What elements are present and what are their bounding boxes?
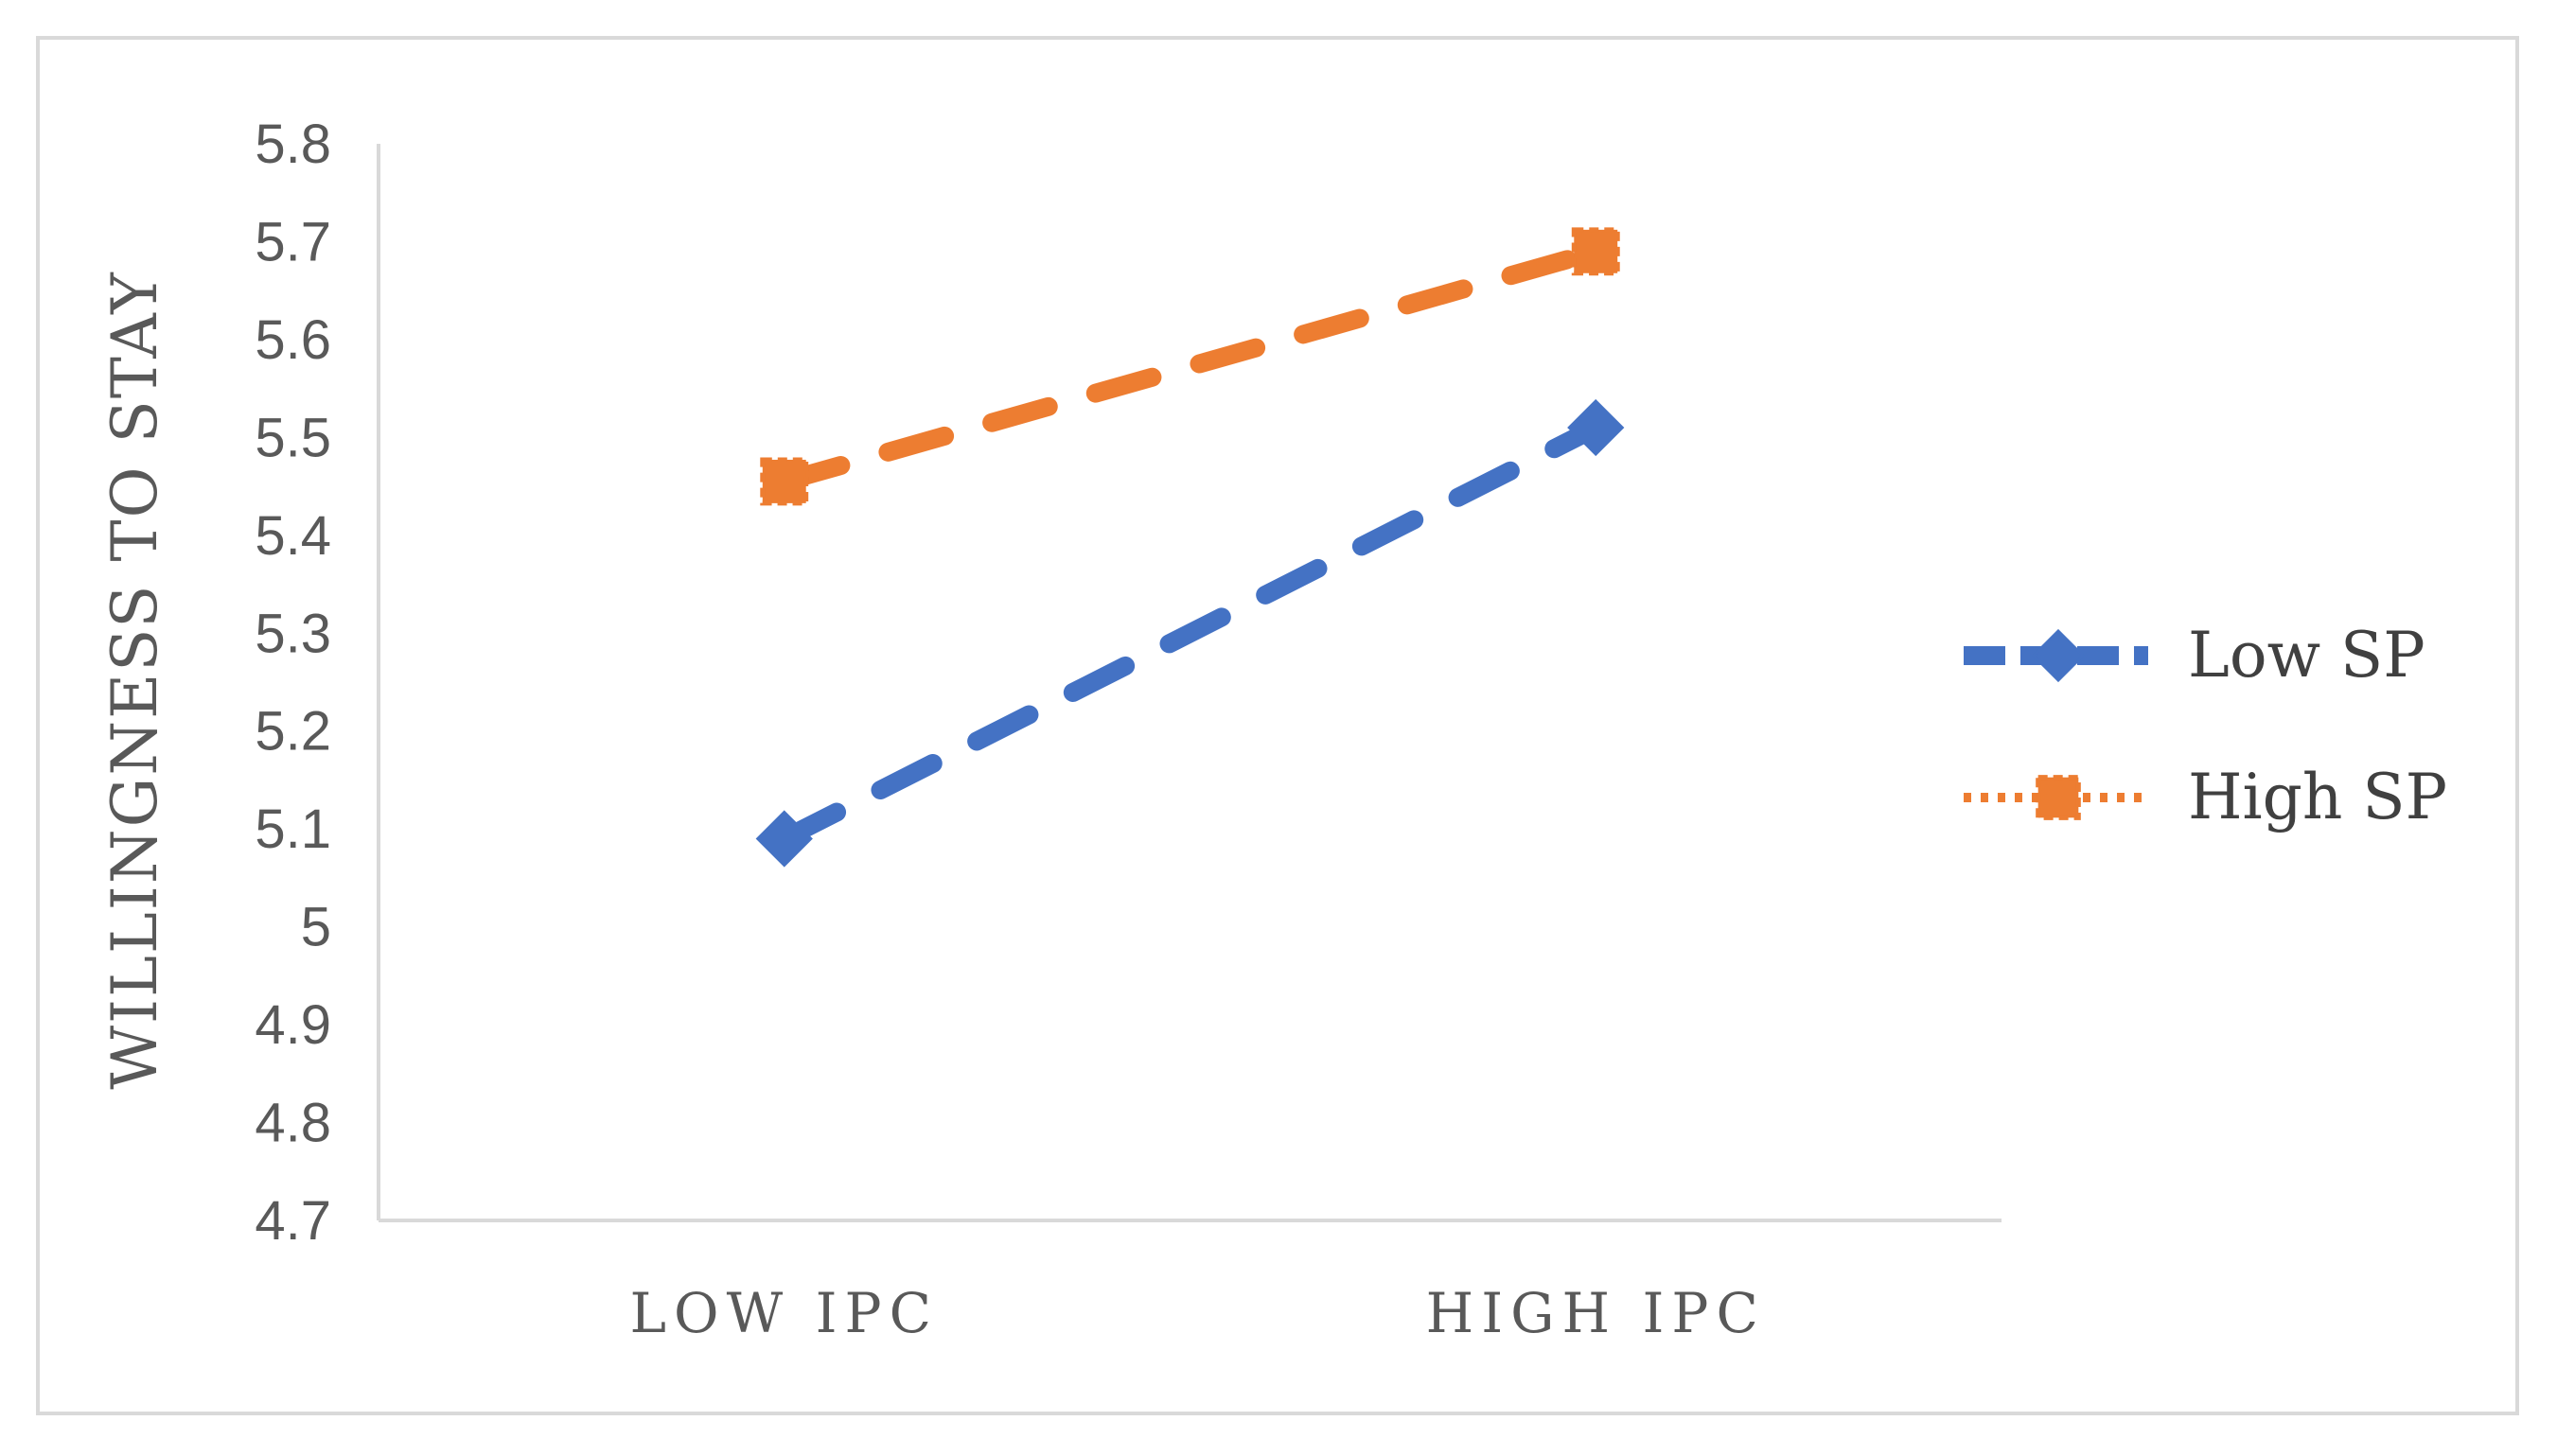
legend-label: High SP	[2188, 761, 2447, 833]
data-point-square	[760, 457, 809, 506]
y-tick-label: 5.8	[255, 114, 331, 175]
data-point-diamond	[755, 810, 813, 868]
data-point-diamond	[1567, 398, 1625, 457]
y-tick-label: 5.2	[255, 701, 331, 763]
x-tick-labels: LOW IPC HIGH IPC	[630, 1281, 1766, 1345]
y-tick-label: 4.9	[255, 994, 331, 1056]
legend-label: Low SP	[2188, 619, 2425, 692]
y-tick-label: 5.3	[255, 603, 331, 664]
y-tick-label: 4.8	[255, 1093, 331, 1154]
series-line	[774, 418, 1606, 849]
data-point-square	[1571, 227, 1620, 276]
y-tick-labels: 4.7 4.8 4.9 5 5.1 5.2 5.3 5.4 5.5 5.6 5.7 5.8	[255, 114, 331, 1252]
y-tick-label: 5.6	[255, 309, 331, 371]
y-tick-label: 5.5	[255, 407, 331, 468]
legend-item: High SP	[1964, 761, 2447, 833]
data-point-diamond	[2031, 628, 2086, 683]
series-high-sp	[760, 227, 1620, 506]
y-tick-label: 5.1	[255, 798, 331, 860]
series-line	[774, 241, 1606, 491]
x-tick-label: LOW IPC	[630, 1281, 939, 1345]
x-tick-label: HIGH IPC	[1426, 1281, 1766, 1345]
series-lines	[755, 227, 1625, 868]
legend-item: Low SP	[1964, 619, 2425, 692]
chart-frame	[36, 36, 2519, 1415]
y-tick-label: 4.7	[255, 1190, 331, 1252]
series-low-sp	[755, 398, 1625, 868]
axes	[377, 144, 2002, 1222]
y-tick-label: 5.4	[255, 505, 331, 567]
data-point-square	[2036, 775, 2081, 820]
y-tick-label: 5	[301, 897, 331, 958]
y-axis-title: WILLINGNESS TO STAY	[98, 271, 171, 1090]
legend: Low SP High SP	[1964, 619, 2447, 833]
y-tick-label: 5.7	[255, 211, 331, 272]
